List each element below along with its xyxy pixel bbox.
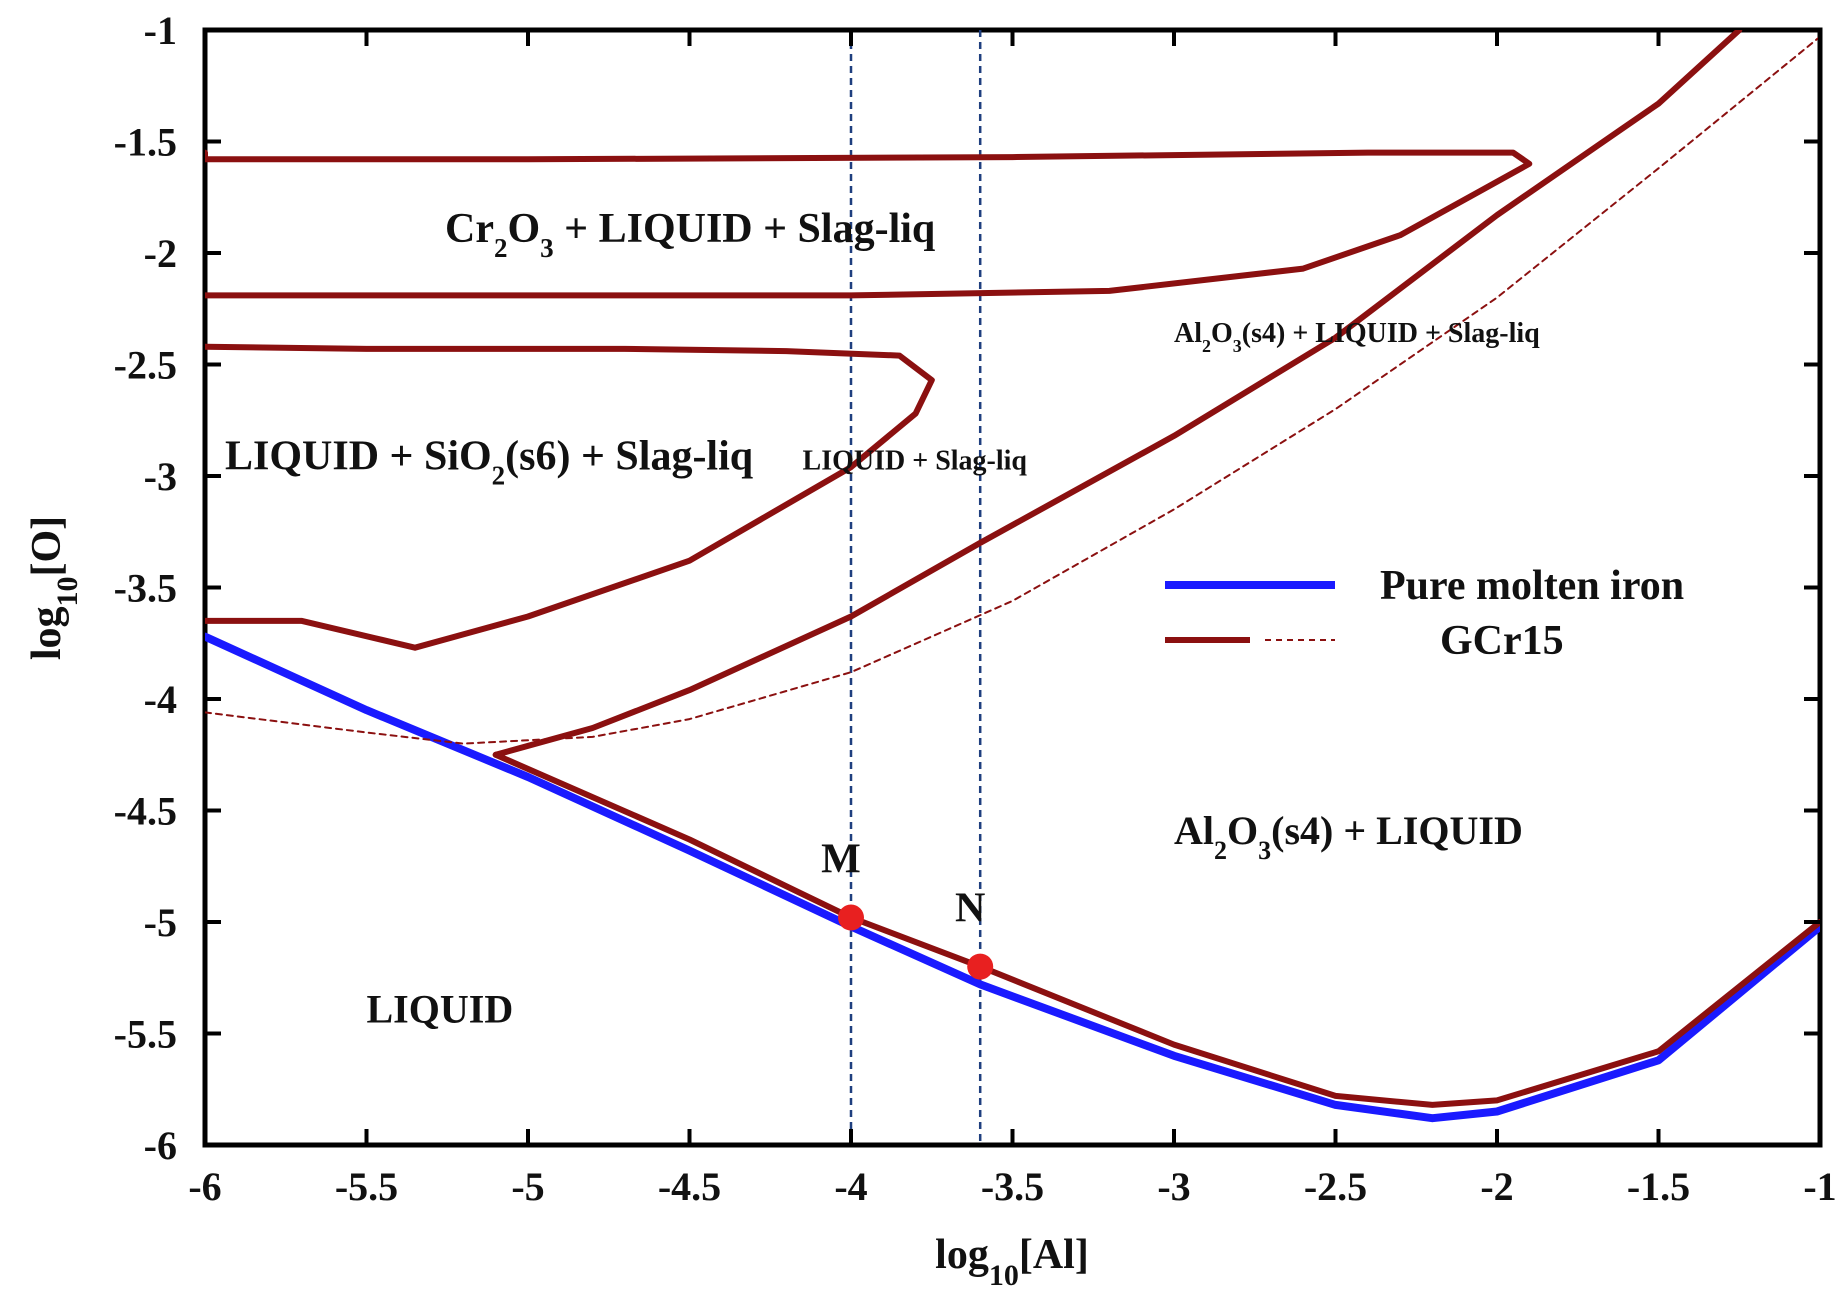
region-label: Al2O3(s4) + LIQUID — [1174, 808, 1523, 865]
point-n — [967, 953, 994, 980]
y-axis-label: log10[O] — [24, 516, 84, 660]
y-tick-label: -1 — [144, 8, 177, 53]
series-gcr15-sio2-region-boundary — [205, 343, 935, 651]
x-tick-label: -4 — [834, 1164, 867, 1209]
x-tick-label: -3.5 — [981, 1164, 1044, 1209]
region-label: LIQUID + Slag-liq — [803, 445, 1028, 476]
series-pure-molten-iron — [205, 632, 1820, 1123]
marked-points: MN — [821, 837, 994, 980]
region-label: LIQUID + SiO2(s6) + Slag-liq — [225, 433, 753, 490]
y-tick-label: -1.5 — [114, 120, 177, 165]
y-tick-label: -3 — [144, 454, 177, 499]
series-gcr15-al2o3-slag-liq-boundary — [492, 30, 1743, 758]
x-tick-label: -2.5 — [1304, 1164, 1367, 1209]
y-tick-label: -4 — [144, 677, 177, 722]
y-tick-label: -5.5 — [114, 1012, 177, 1057]
region-label: Cr2O3 + LIQUID + Slag-liq — [445, 206, 935, 263]
legend-label-gcr15: GCr15 — [1440, 618, 1564, 664]
point-label-m: M — [821, 837, 861, 883]
y-tick-label: -6 — [144, 1123, 177, 1168]
y-tick-label: -2 — [144, 231, 177, 276]
series-gcr15-al2o3-saturation-boundary — [492, 751, 1820, 1108]
point-m — [838, 904, 864, 931]
point-label-n: N — [955, 886, 985, 932]
x-tick-label: -4.5 — [658, 1164, 721, 1209]
region-label: LIQUID — [367, 986, 514, 1031]
y-tick-label: -5 — [144, 900, 177, 945]
x-tick-label: -5 — [511, 1164, 544, 1209]
x-tick-label: -5.5 — [335, 1164, 398, 1209]
y-tick-label: -2.5 — [114, 343, 177, 388]
x-tick-label: -1 — [1803, 1164, 1836, 1209]
legend-label-pure-molten-iron: Pure molten iron — [1380, 563, 1684, 609]
series-gcr15-dashed-boundary — [205, 35, 1820, 745]
y-tick-label: -4.5 — [114, 789, 177, 834]
x-axis-label: log10[Al] — [935, 1232, 1089, 1292]
y-tick-label: -3.5 — [114, 566, 177, 611]
axis-ticks: -6 -5.5 -5 -4.5 -4 -3.5 -3 -2.5 -2 -1.5 -1 -1 -1.5 -2… — [114, 8, 1837, 1209]
region-label: Al2O3(s4) + LIQUID + Slag-liq — [1174, 318, 1540, 356]
x-tick-label: -1.5 — [1627, 1164, 1690, 1209]
region-labels: Cr2O3 + LIQUID + Slag-liq Al2O3(s4) + LIQ… — [225, 206, 1540, 1031]
x-tick-label: -2 — [1480, 1164, 1513, 1209]
x-tick-label: -6 — [188, 1164, 221, 1209]
x-tick-label: -3 — [1157, 1164, 1190, 1209]
series-gcr15-cr2o3-region-boundary — [205, 149, 1533, 299]
legend: Pure molten iron GCr15 — [1165, 563, 1684, 664]
series-layer — [205, 30, 1820, 1123]
